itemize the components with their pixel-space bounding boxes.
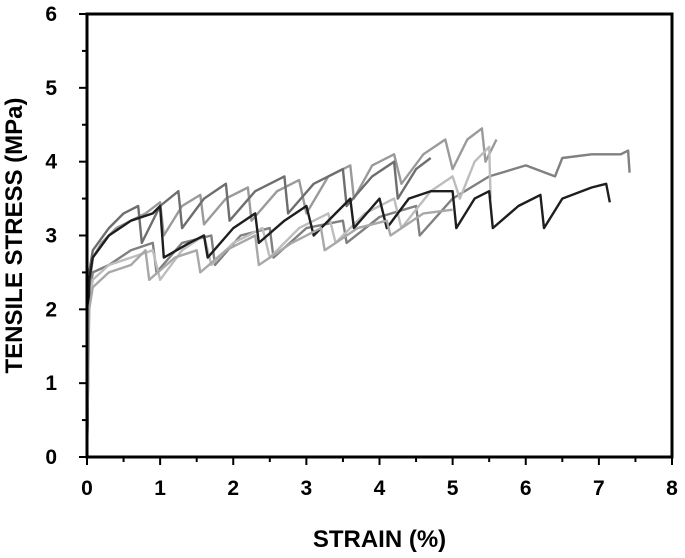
x-tick-label: 6 (520, 477, 532, 500)
y-tick-label: 6 (45, 3, 57, 26)
y-tick-label: 5 (45, 77, 57, 100)
x-tick-label: 7 (593, 477, 605, 500)
data-series-layer (85, 127, 631, 458)
series-line-6 (85, 208, 453, 458)
x-tick-label: 1 (154, 477, 166, 500)
x-tick-label: 4 (374, 477, 386, 500)
plot-area-frame (85, 12, 674, 459)
x-tick-label: 2 (227, 477, 239, 500)
x-tick-label: 3 (301, 477, 313, 500)
x-tick-label: 0 (81, 477, 93, 500)
x-axis-title: STRAIN (%) (313, 526, 446, 553)
series-line-1 (85, 127, 498, 458)
y-tick-label: 3 (45, 225, 57, 248)
axis-ticks: 0 1 2 3 4 5 6 7 8 0 1 2 3 4 5 6 (45, 3, 678, 500)
x-tick-label: 5 (447, 477, 459, 500)
x-tick-label: 8 (666, 477, 678, 500)
y-tick-label: 2 (45, 298, 57, 321)
y-tick-label: 1 (45, 372, 57, 395)
series-line-3 (85, 145, 492, 458)
y-axis-title: TENSILE STRESS (MPa) (1, 97, 28, 373)
series-line-4 (85, 157, 432, 458)
series-line-2 (85, 149, 631, 458)
y-tick-label: 4 (45, 151, 57, 174)
y-tick-label: 0 (45, 446, 57, 469)
series-line-5 (85, 182, 611, 458)
